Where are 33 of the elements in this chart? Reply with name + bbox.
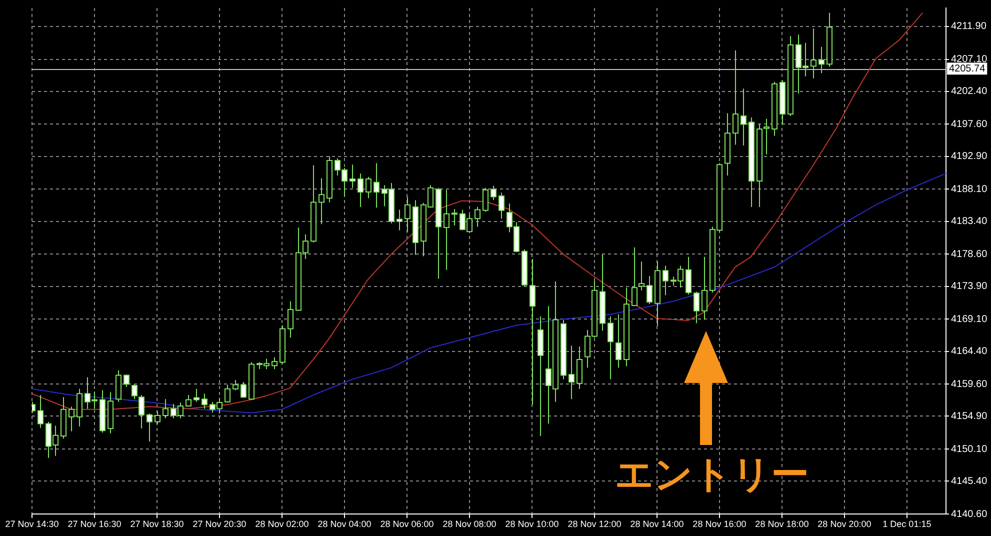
y-tick-label: 4211.90	[951, 21, 987, 32]
y-tick-label: 4173.90	[951, 281, 988, 292]
y-tick-label: 4169.10	[951, 314, 988, 325]
y-tick-label: 4140.60	[951, 508, 988, 520]
x-tick-label: 28 Nov 14:00	[630, 518, 684, 529]
x-tick-label: 28 Nov 10:00	[505, 518, 559, 529]
x-tick-label: 28 Nov 08:00	[442, 518, 496, 529]
y-tick-label: 4178.60	[951, 248, 988, 260]
x-tick-label: 27 Nov 16:30	[68, 518, 122, 529]
x-tick-label: 1 Dec 01:15	[882, 518, 932, 529]
annotation: エントリー	[615, 452, 809, 496]
x-tick-label: 28 Nov 16:00	[692, 518, 746, 529]
y-tick-label: 4197.60	[951, 118, 988, 130]
ref-line-label: 4205.74	[949, 63, 986, 74]
y-tick-label: 4164.40	[951, 346, 988, 358]
y-tick-label: 4202.40	[951, 86, 988, 98]
x-tick-label: 28 Nov 20:00	[818, 518, 872, 529]
y-tick-label: 4188.10	[951, 184, 988, 195]
x-tick-label: 28 Nov 12:00	[568, 518, 622, 529]
y-tick-label: 4183.40	[951, 216, 988, 228]
x-tick-label: 28 Nov 02:00	[255, 518, 309, 529]
y-tick-label: 4154.90	[951, 410, 988, 422]
y-tick-label: 4145.40	[951, 476, 988, 487]
x-tick-label: 27 Nov 20:30	[192, 518, 246, 529]
y-tick-label: 4159.60	[951, 378, 988, 390]
x-tick-label: 28 Nov 06:00	[380, 518, 434, 529]
y-tick-label: 4150.10	[951, 444, 988, 455]
y-tick-label: 4192.90	[951, 151, 988, 162]
x-tick-label: 28 Nov 04:00	[318, 518, 372, 529]
x-tick-label: 27 Nov 14:30	[5, 518, 59, 529]
x-tick-label: 27 Nov 18:30	[130, 518, 184, 529]
x-tick-label: 28 Nov 18:00	[755, 518, 809, 529]
y-tick-label: 4207.10	[951, 54, 988, 66]
